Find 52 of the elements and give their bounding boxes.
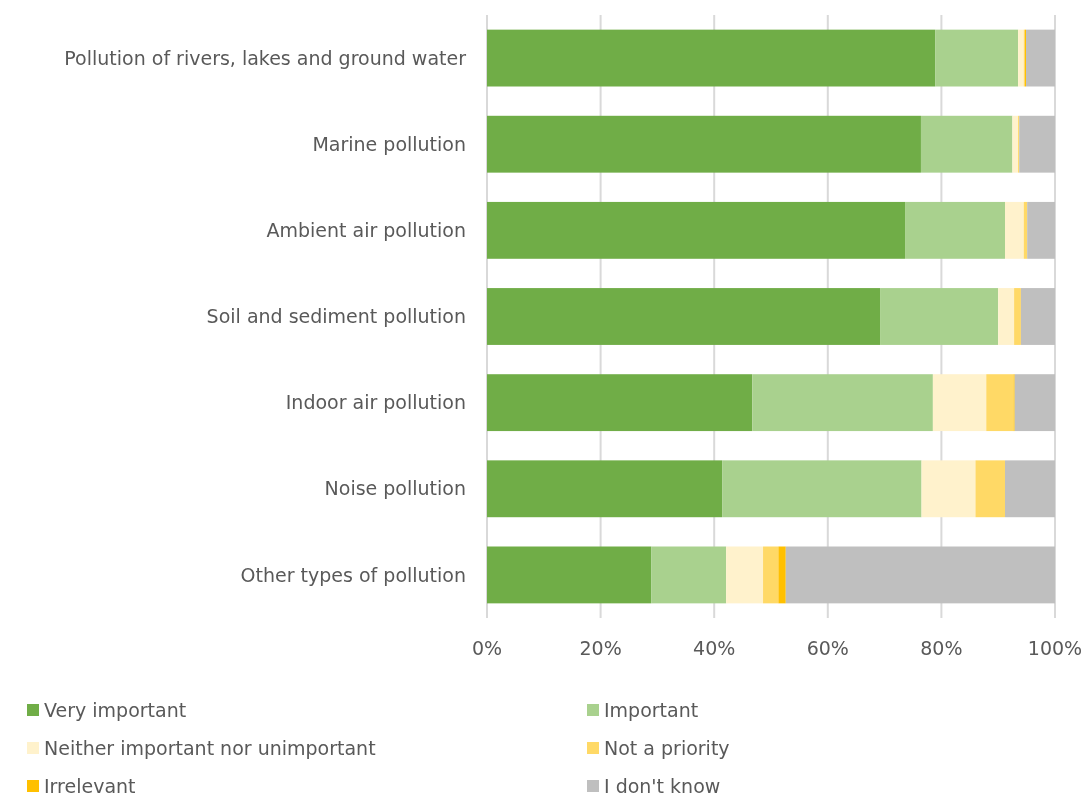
bar: [1020, 288, 1055, 345]
bar: [975, 460, 1006, 518]
bar: [752, 374, 933, 432]
legend-label: Very important: [44, 698, 187, 721]
bar: [998, 288, 1015, 345]
bar: [1005, 460, 1055, 518]
bar: [1018, 29, 1024, 87]
bar: [651, 546, 727, 604]
bar: [1027, 201, 1055, 259]
x-tick-label: 0%: [471, 637, 503, 659]
y-tick-label: Pollution of rivers, lakes and ground water: [64, 46, 467, 69]
bar: [1026, 29, 1055, 87]
bar: [763, 546, 779, 604]
bar: [986, 374, 1014, 432]
x-tick-label: 100%: [1027, 637, 1083, 659]
bar: [487, 460, 723, 518]
legend-label: Irrelevant: [44, 774, 136, 796]
y-tick-label: Other types of pollution: [240, 563, 466, 586]
legend-label: Not a priority: [604, 736, 730, 759]
bar: [935, 29, 1019, 87]
bar: [487, 201, 906, 259]
bar: [487, 546, 652, 604]
legend-label: Important: [604, 698, 699, 721]
bar: [880, 288, 999, 345]
x-tick-label: 60%: [806, 637, 849, 659]
bar: [487, 374, 753, 432]
bar: [921, 460, 976, 518]
bar: [1005, 201, 1024, 259]
legend-label: Neither important nor unimportant: [44, 736, 376, 759]
bar: [1014, 374, 1055, 432]
bar: [722, 460, 922, 518]
bar: [487, 288, 881, 345]
y-tick-label: Noise pollution: [324, 477, 466, 500]
bar: [932, 374, 987, 432]
bar: [1012, 115, 1019, 173]
bar: [487, 29, 936, 87]
bar: [1019, 115, 1055, 173]
bar: [785, 546, 1055, 604]
y-tick-label: Indoor air pollution: [285, 391, 466, 414]
x-tick-label: 20%: [579, 637, 622, 659]
bar: [1014, 288, 1021, 345]
x-tick-label: 80%: [920, 637, 963, 659]
bar: [726, 546, 764, 604]
x-tick-label: 40%: [693, 637, 736, 659]
bar: [778, 546, 786, 604]
y-tick-label: Ambient air pollution: [266, 219, 466, 242]
y-tick-label: Marine pollution: [312, 132, 466, 155]
legend-label: I don't know: [604, 774, 721, 796]
y-tick-label: Soil and sediment pollution: [206, 305, 466, 328]
bar: [920, 115, 1013, 173]
bar: [905, 201, 1006, 259]
bar: [487, 115, 921, 173]
